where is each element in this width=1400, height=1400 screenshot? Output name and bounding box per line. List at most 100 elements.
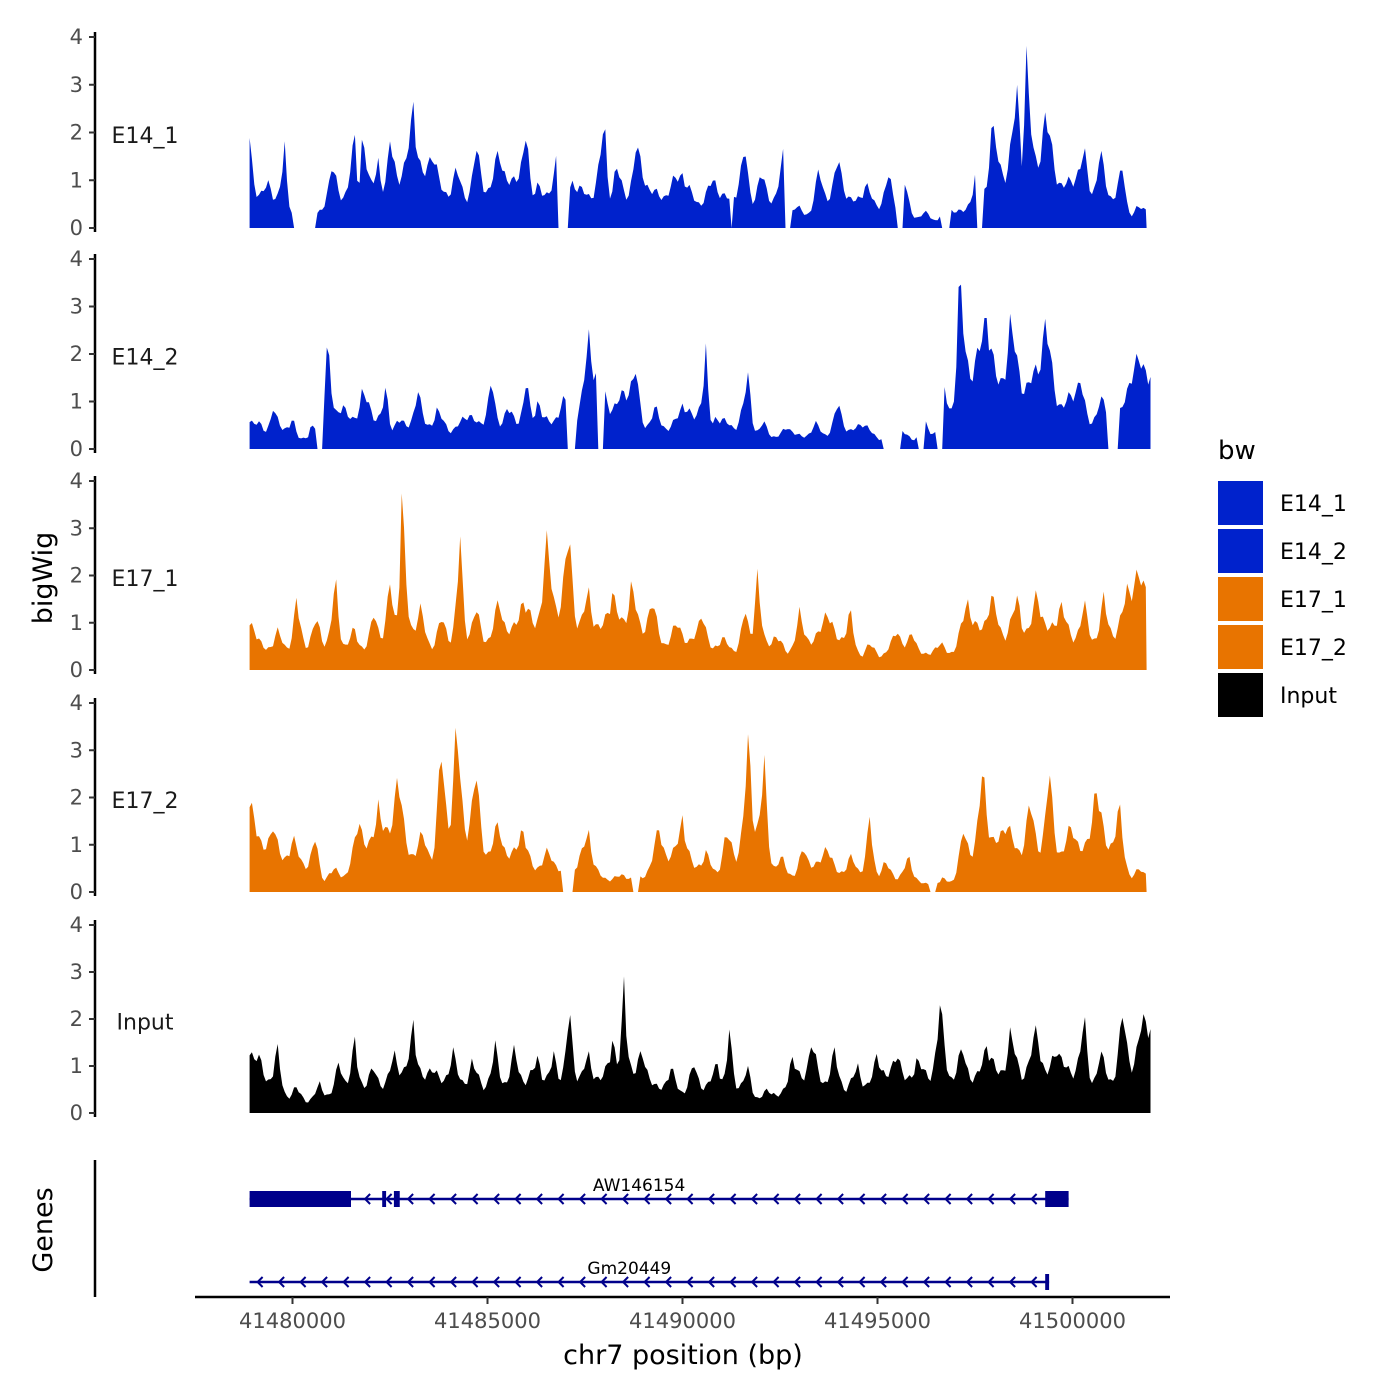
gene-track: AW146154 Gm20449 <box>93 1160 1069 1297</box>
strand-arrow <box>686 1276 694 1288</box>
strand-arrow <box>492 1276 500 1288</box>
strand-arrow <box>750 1276 758 1288</box>
track-label: E17_2 <box>112 789 179 814</box>
strand-arrow <box>858 1276 866 1288</box>
y-tick-label: 1 <box>70 833 83 857</box>
strand-arrow <box>449 1193 457 1205</box>
strand-arrow <box>385 1276 393 1288</box>
x-tick-label: 41480000 <box>239 1309 346 1333</box>
strand-arrow <box>729 1276 737 1288</box>
strand-arrow <box>1030 1276 1038 1288</box>
strand-arrow <box>987 1193 995 1205</box>
y-tick-label: 0 <box>70 880 83 904</box>
y-tick-label: 0 <box>70 1101 83 1125</box>
gene-name-label: Gm20449 <box>587 1259 671 1279</box>
strand-arrow <box>299 1276 307 1288</box>
y-tick-label: 4 <box>70 913 83 937</box>
signal-area <box>249 45 1147 229</box>
legend-label: Input <box>1280 684 1337 709</box>
strand-arrow <box>535 1276 543 1288</box>
y-tick-label: 1 <box>70 390 83 414</box>
strand-arrow <box>406 1276 414 1288</box>
strand-arrow <box>342 1276 350 1288</box>
strand-arrow <box>686 1193 694 1205</box>
y-tick-label: 3 <box>70 960 83 984</box>
strand-arrow <box>836 1193 844 1205</box>
strand-arrow <box>428 1276 436 1288</box>
strand-arrow <box>793 1193 801 1205</box>
y-tick-label: 1 <box>70 168 83 192</box>
x-tick-label: 41500000 <box>1019 1309 1126 1333</box>
y-tick-label: 0 <box>70 658 83 682</box>
strand-arrow <box>879 1276 887 1288</box>
strand-arrow <box>858 1193 866 1205</box>
strand-arrow <box>643 1193 651 1205</box>
x-tick-label: 41495000 <box>824 1309 931 1333</box>
strand-arrow <box>492 1193 500 1205</box>
legend-label: E14_2 <box>1280 540 1347 565</box>
strand-arrow <box>750 1193 758 1205</box>
y-tick-label: 4 <box>70 25 83 49</box>
exon <box>249 1191 351 1207</box>
track-label: E14_1 <box>112 124 179 149</box>
strand-arrow <box>987 1276 995 1288</box>
exon <box>1045 1274 1050 1290</box>
strand-arrow <box>944 1193 952 1205</box>
y-tick-label: 3 <box>70 295 83 319</box>
x-tick-label: 41485000 <box>434 1309 541 1333</box>
strand-arrow <box>363 1276 371 1288</box>
strand-arrow <box>707 1193 715 1205</box>
strand-arrow <box>557 1193 565 1205</box>
strand-arrow <box>514 1276 522 1288</box>
y-tick-label: 0 <box>70 216 83 240</box>
strand-arrow <box>965 1193 973 1205</box>
strand-arrow <box>406 1193 414 1205</box>
y-tick-label: 0 <box>70 437 83 461</box>
strand-arrow <box>621 1276 629 1288</box>
y-tick-label: 3 <box>70 73 83 97</box>
strand-arrow <box>815 1276 823 1288</box>
y-tick-label: 4 <box>70 691 83 715</box>
exon <box>393 1191 400 1207</box>
y-tick-label: 4 <box>70 469 83 493</box>
strand-arrow <box>793 1276 801 1288</box>
strand-arrow <box>600 1276 608 1288</box>
strand-arrow <box>1030 1193 1038 1205</box>
y-tick-label: 3 <box>70 738 83 762</box>
strand-arrow <box>600 1193 608 1205</box>
strand-arrow <box>449 1276 457 1288</box>
exon <box>1045 1191 1069 1207</box>
strand-arrow <box>1008 1193 1016 1205</box>
signal-area <box>249 284 1151 449</box>
legend-swatch <box>1218 481 1263 525</box>
x-tick-label: 41490000 <box>629 1309 736 1333</box>
y-axis-title: bigWig <box>28 532 59 625</box>
gene-name-label: AW146154 <box>593 1176 685 1196</box>
track-e17-2: 0 1 2 3 4 E17_2 <box>70 691 1147 904</box>
track-e14-1: 0 1 2 3 4 E14_1 <box>70 25 1147 240</box>
strand-arrow <box>385 1193 393 1205</box>
y-tick-label: 2 <box>70 786 83 810</box>
strand-arrow <box>578 1193 586 1205</box>
y-tick-label: 3 <box>70 516 83 540</box>
signal-area <box>249 727 1147 892</box>
strand-arrow <box>471 1276 479 1288</box>
y-tick-label: 2 <box>70 1007 83 1031</box>
strand-arrow <box>471 1193 479 1205</box>
x-axis-title: chr7 position (bp) <box>563 1340 803 1371</box>
strand-arrow <box>578 1276 586 1288</box>
legend-swatch <box>1218 625 1263 669</box>
strand-arrow <box>922 1193 930 1205</box>
genes-axis-title: Genes <box>28 1187 59 1272</box>
strand-arrow <box>815 1193 823 1205</box>
strand-arrow <box>1008 1276 1016 1288</box>
legend-swatch <box>1218 577 1263 621</box>
strand-arrow <box>557 1276 565 1288</box>
y-tick-label: 4 <box>70 247 83 271</box>
signal-area <box>249 976 1151 1113</box>
y-tick-label: 1 <box>70 611 83 635</box>
strand-arrow <box>664 1276 672 1288</box>
legend: bw E14_1 E14_2 E17_1 E17_2 Input <box>1218 436 1347 717</box>
strand-arrow <box>879 1193 887 1205</box>
